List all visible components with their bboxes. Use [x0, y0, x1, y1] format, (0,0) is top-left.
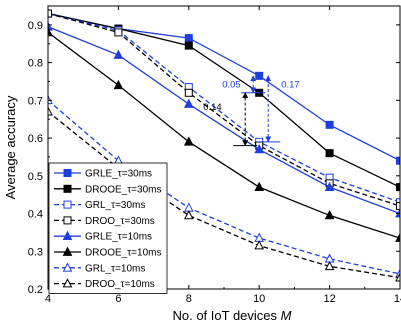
y-tick-label: 0.9 [28, 20, 43, 32]
x-tick-label: 4 [45, 293, 51, 305]
ticks-layer: 4 6 8 10 12 14 0.2 0.3 0.4 0.5 0.6 0.7 0.8 0.9 [28, 6, 401, 305]
x-tick-label: 14 [394, 293, 401, 305]
series-line [48, 26, 400, 215]
data-point [48, 9, 52, 18]
y-tick-label: 0.5 [28, 171, 43, 183]
data-point [395, 272, 400, 282]
legend-label: GRL_τ=10ms [85, 263, 145, 274]
data-point [113, 49, 124, 59]
data-point [114, 28, 123, 37]
data-point [254, 143, 265, 154]
data-point [183, 98, 194, 108]
legend-marker [62, 230, 73, 241]
x-tick-label: 6 [115, 293, 121, 305]
data-point [324, 260, 335, 271]
data-point [48, 21, 53, 31]
data-point [48, 106, 53, 116]
x-tick-label: 12 [323, 293, 335, 305]
series-line [48, 12, 400, 188]
data-point [48, 94, 53, 105]
y-tick-label: 0.2 [28, 284, 43, 296]
series-5 [48, 21, 400, 218]
y-tick-label: 0.7 [28, 95, 43, 107]
annotation-label: 0.17 [281, 79, 300, 90]
legend-entry: GRL_τ=10ms [54, 262, 145, 274]
legend-marker [63, 200, 72, 209]
data-point [184, 34, 193, 43]
x-tick-label: 8 [186, 293, 192, 305]
annotation-layer: 0.05 0.17 0.14 [203, 75, 300, 147]
data-point [113, 79, 124, 90]
legend-marker [62, 278, 73, 288]
data-point [183, 210, 194, 220]
legend-box [48, 162, 168, 294]
legend-label: DROO_τ=10ms [85, 279, 155, 290]
legend-entry: DROOE_τ=10ms [54, 246, 161, 259]
y-tick-label: 0.4 [28, 209, 43, 221]
series-line [48, 31, 400, 239]
legend-label: DROOE_τ=10ms [85, 248, 161, 259]
x-axis-title: No. of IoT devices M [172, 308, 291, 323]
series-line [48, 12, 400, 203]
legend-marker [63, 184, 72, 193]
legend: GRLE_τ=30ms DROOE_τ=30ms GRL_τ=30ms DROO_τ=… [48, 162, 168, 294]
data-point [255, 71, 264, 80]
legend-label: GRLE_τ=30ms [85, 169, 152, 180]
data-point [48, 27, 53, 37]
data-point [254, 181, 265, 191]
series-layer [48, 9, 400, 282]
legend-entry: DROOE_τ=30ms [54, 184, 161, 195]
series-6 [48, 27, 400, 242]
legend-marker [62, 246, 73, 256]
legend-label: DROO_τ=30ms [85, 216, 155, 227]
series-line [48, 99, 400, 275]
data-point [184, 41, 193, 50]
data-point [184, 88, 193, 97]
annotation-label: 0.05 [222, 79, 241, 90]
legend-label: DROOE_τ=30ms [85, 184, 161, 195]
series-line [48, 12, 400, 207]
legend-entry: GRL_τ=30ms [54, 200, 145, 211]
annotation-label: 0.14 [203, 102, 222, 113]
y-axis-title: Average accuracy [3, 95, 18, 199]
y-tick-label: 0.3 [28, 246, 43, 258]
legend-marker [63, 169, 72, 177]
legend-entry: GRLE_τ=30ms [54, 169, 152, 180]
data-point [396, 183, 400, 192]
x-axis-title-text: No. of IoT devices [172, 308, 277, 323]
data-point [254, 240, 265, 250]
data-point [395, 208, 400, 218]
legend-label: GRL_τ=30ms [85, 200, 145, 211]
y-tick-label: 0.8 [28, 58, 43, 70]
legend-marker [63, 216, 72, 225]
data-point [325, 149, 334, 158]
legend-marker [62, 262, 73, 272]
data-point [324, 210, 335, 220]
data-point [324, 181, 335, 191]
x-axis-title-symbol: M [281, 308, 292, 323]
legend-entry: GRLE_τ=10ms [54, 230, 152, 243]
data-point [396, 156, 400, 165]
annotation-2: 0.17 [256, 75, 300, 143]
legend-label: GRLE_τ=10ms [85, 232, 152, 243]
annotation-3: 0.14 [203, 92, 258, 147]
series-7 [48, 94, 400, 278]
data-point [183, 136, 194, 146]
x-tick-label: 10 [253, 293, 265, 305]
data-point [325, 120, 334, 129]
y-tick-label: 0.6 [28, 133, 43, 145]
legend-entry: DROO_τ=30ms [54, 216, 155, 227]
data-point [395, 232, 400, 242]
data-point [396, 201, 400, 210]
series-line [48, 111, 400, 279]
legend-entry: DROO_τ=10ms [54, 278, 155, 290]
